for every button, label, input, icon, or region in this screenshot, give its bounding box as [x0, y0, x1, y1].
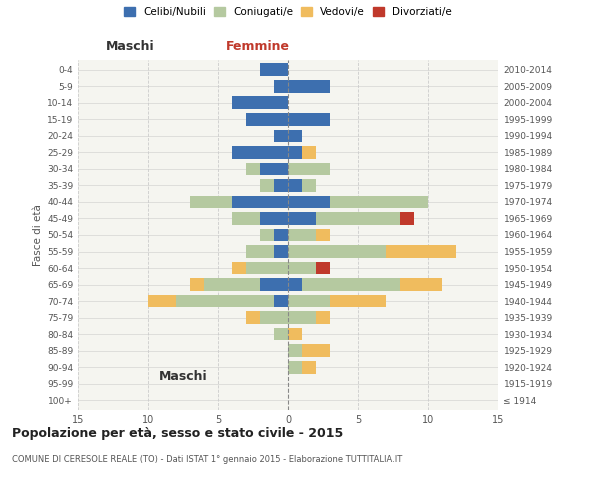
- Bar: [260, 179, 274, 192]
- Bar: [288, 162, 330, 175]
- Text: Maschi: Maschi: [106, 40, 155, 52]
- Bar: [260, 64, 288, 76]
- Bar: [288, 262, 316, 274]
- Bar: [274, 179, 288, 192]
- Bar: [260, 162, 288, 175]
- Bar: [260, 228, 274, 241]
- Bar: [386, 245, 456, 258]
- Bar: [288, 228, 316, 241]
- Bar: [288, 113, 330, 126]
- Bar: [330, 294, 386, 308]
- Bar: [274, 245, 288, 258]
- Bar: [274, 328, 288, 340]
- Bar: [274, 80, 288, 93]
- Bar: [260, 278, 288, 291]
- Bar: [260, 212, 288, 225]
- Bar: [302, 278, 400, 291]
- Legend: Celibi/Nubili, Coniugati/e, Vedovi/e, Divorziati/e: Celibi/Nubili, Coniugati/e, Vedovi/e, Di…: [122, 5, 454, 20]
- Bar: [246, 245, 274, 258]
- Bar: [176, 294, 274, 308]
- Bar: [288, 278, 302, 291]
- Bar: [274, 228, 288, 241]
- Bar: [204, 278, 260, 291]
- Bar: [246, 311, 260, 324]
- Bar: [232, 196, 288, 208]
- Bar: [288, 212, 316, 225]
- Bar: [232, 212, 260, 225]
- Bar: [246, 113, 288, 126]
- Bar: [274, 130, 288, 142]
- Bar: [232, 96, 288, 110]
- Text: Maschi: Maschi: [158, 370, 208, 384]
- Bar: [232, 262, 246, 274]
- Bar: [288, 294, 330, 308]
- Bar: [148, 294, 176, 308]
- Bar: [260, 311, 288, 324]
- Bar: [316, 228, 330, 241]
- Bar: [288, 328, 302, 340]
- Bar: [288, 245, 386, 258]
- Bar: [288, 196, 330, 208]
- Bar: [302, 360, 316, 374]
- Y-axis label: Fasce di età: Fasce di età: [33, 204, 43, 266]
- Bar: [330, 196, 428, 208]
- Bar: [316, 311, 330, 324]
- Bar: [288, 360, 302, 374]
- Text: Femmine: Femmine: [226, 40, 290, 52]
- Bar: [316, 262, 330, 274]
- Bar: [246, 262, 288, 274]
- Text: Popolazione per età, sesso e stato civile - 2015: Popolazione per età, sesso e stato civil…: [12, 428, 343, 440]
- Bar: [274, 294, 288, 308]
- Bar: [288, 311, 316, 324]
- Bar: [190, 196, 232, 208]
- Text: COMUNE DI CERESOLE REALE (TO) - Dati ISTAT 1° gennaio 2015 - Elaborazione TUTTIT: COMUNE DI CERESOLE REALE (TO) - Dati IST…: [12, 455, 402, 464]
- Bar: [400, 278, 442, 291]
- Bar: [288, 130, 302, 142]
- Bar: [288, 146, 302, 159]
- Bar: [288, 344, 302, 357]
- Bar: [400, 212, 414, 225]
- Bar: [288, 179, 302, 192]
- Bar: [302, 146, 316, 159]
- Bar: [232, 146, 288, 159]
- Bar: [246, 162, 260, 175]
- Bar: [302, 179, 316, 192]
- Bar: [316, 212, 400, 225]
- Bar: [288, 80, 330, 93]
- Bar: [302, 344, 330, 357]
- Bar: [190, 278, 204, 291]
